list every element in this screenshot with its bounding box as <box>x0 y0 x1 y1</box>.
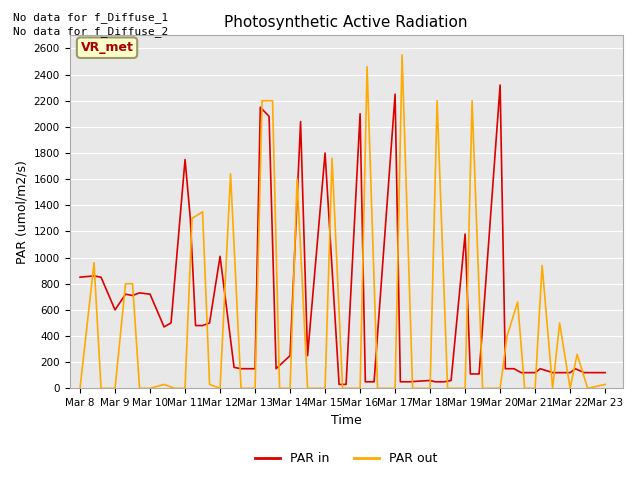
Text: VR_met: VR_met <box>81 41 134 54</box>
Title: Photosynthetic Active Radiation: Photosynthetic Active Radiation <box>225 15 468 30</box>
Text: No data for f_Diffuse_1: No data for f_Diffuse_1 <box>13 12 168 23</box>
Y-axis label: PAR (umol/m2/s): PAR (umol/m2/s) <box>15 160 28 264</box>
X-axis label: Time: Time <box>331 414 362 427</box>
Text: No data for f_Diffuse_2: No data for f_Diffuse_2 <box>13 26 168 37</box>
Legend: PAR in, PAR out: PAR in, PAR out <box>250 447 442 470</box>
